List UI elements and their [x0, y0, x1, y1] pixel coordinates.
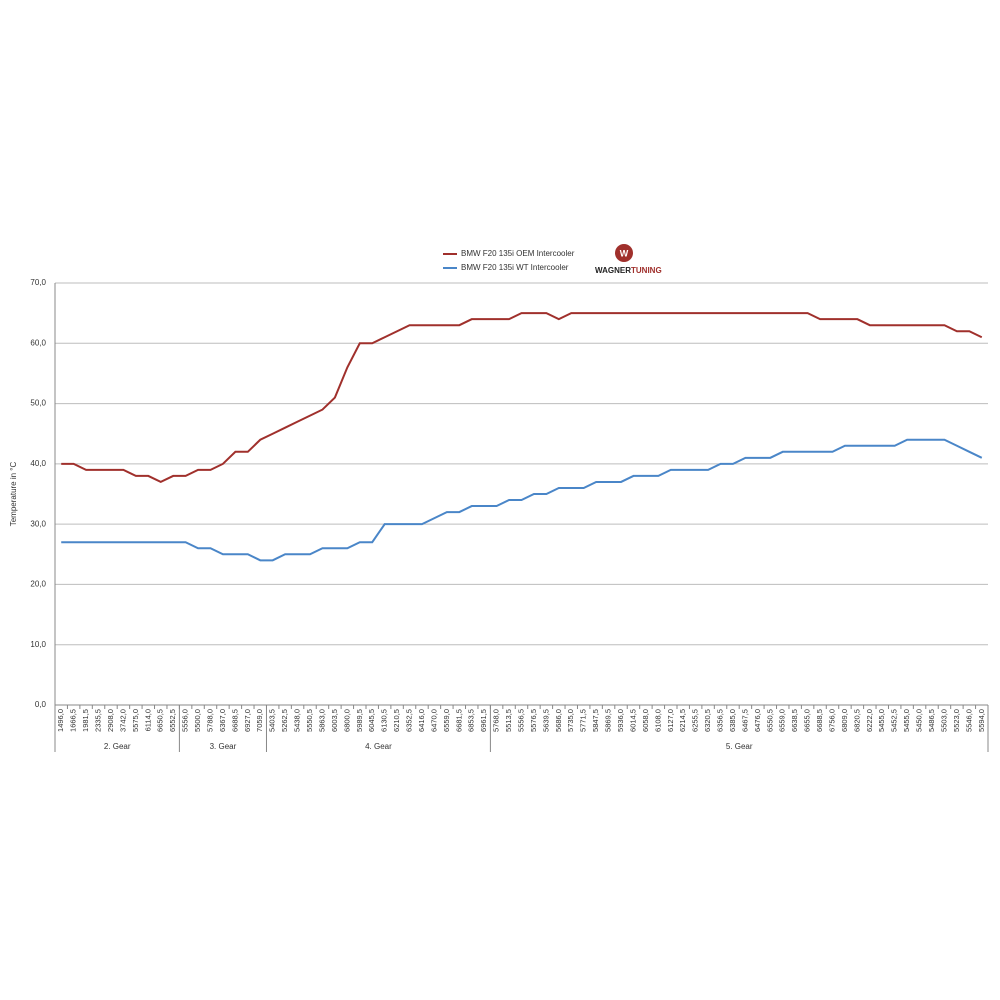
x-tick-label: 6559,0: [778, 709, 787, 732]
gear-label: 4. Gear: [365, 742, 392, 751]
x-tick-label: 6853,5: [467, 709, 476, 732]
x-tick-label: 6045,5: [367, 709, 376, 732]
x-tick-label: 5771,5: [579, 709, 588, 732]
x-tick-label: 6130,5: [380, 709, 389, 732]
y-tick-label: 30,0: [30, 519, 46, 528]
x-tick-label: 2908,0: [106, 709, 115, 732]
x-tick-label: 5452,5: [890, 709, 899, 732]
x-tick-label: 6210,5: [392, 709, 401, 732]
x-tick-label: 6014,5: [628, 709, 637, 732]
x-tick-label: 6638,5: [790, 709, 799, 732]
x-tick-label: 5500,0: [193, 709, 202, 732]
x-tick-label: 6108,0: [653, 709, 662, 732]
x-tick-label: 6552,5: [168, 709, 177, 732]
x-tick-label: 6356,5: [716, 709, 725, 732]
x-tick-label: 5576,5: [529, 709, 538, 732]
x-tick-label: 5989,5: [355, 709, 364, 732]
x-tick-label: 6058,0: [641, 709, 650, 732]
logo-glyph: W: [620, 248, 629, 258]
x-tick-label: 5556,5: [516, 709, 525, 732]
y-tick-label: 20,0: [30, 580, 46, 589]
x-tick-label: 2335,5: [94, 709, 103, 732]
x-tick-label: 6352,5: [405, 709, 414, 732]
logo-mark: [615, 244, 633, 262]
x-tick-label: 5513,5: [504, 709, 513, 732]
x-tick-label: 5455,0: [877, 709, 886, 732]
y-tick-label: 60,0: [30, 338, 46, 347]
x-tick-label: 6820,5: [852, 709, 861, 732]
y-tick-label: 70,0: [30, 278, 46, 287]
x-tick-label: 5523,0: [952, 709, 961, 732]
x-tick-label: 6476,0: [753, 709, 762, 732]
y-axis-title: Temperature in °C: [9, 462, 18, 527]
x-tick-label: 1981,5: [81, 709, 90, 732]
x-tick-label: 6800,0: [342, 709, 351, 732]
x-tick-label: 6385,0: [728, 709, 737, 732]
x-tick-label: 6688,5: [815, 709, 824, 732]
x-tick-label: 6222,0: [865, 709, 874, 732]
x-tick-label: 5936,0: [616, 709, 625, 732]
x-tick-label: 5550,5: [305, 709, 314, 732]
x-tick-label: 5788,0: [205, 709, 214, 732]
x-tick-label: 6416,0: [417, 709, 426, 732]
x-tick-label: 5450,0: [915, 709, 924, 732]
x-tick-label: 7059,0: [255, 709, 264, 732]
legend-label: BMW F20 135i WT Intercooler: [461, 263, 569, 272]
x-tick-label: 6650,5: [156, 709, 165, 732]
x-tick-label: 6559,0: [442, 709, 451, 732]
gear-label: 3. Gear: [210, 742, 237, 751]
x-tick-label: 5869,5: [604, 709, 613, 732]
x-tick-label: 5438,0: [293, 709, 302, 732]
x-tick-label: 5262,5: [280, 709, 289, 732]
x-tick-label: 5486,5: [927, 709, 936, 732]
series-line: [61, 312, 983, 484]
x-tick-label: 1496,0: [56, 709, 65, 732]
y-tick-label: 10,0: [30, 640, 46, 649]
x-tick-label: 5686,0: [554, 709, 563, 732]
logo-text: WAGNERTUNING: [595, 266, 662, 275]
y-tick-label: 40,0: [30, 459, 46, 468]
x-tick-label: 6467,5: [740, 709, 749, 732]
x-tick-label: 5594,0: [977, 709, 986, 732]
x-tick-label: 6470,0: [429, 709, 438, 732]
x-tick-label: 5639,5: [541, 709, 550, 732]
x-tick-label: 6127,0: [666, 709, 675, 732]
legend-label: BMW F20 135i OEM Intercooler: [461, 249, 575, 258]
x-tick-label: 5455,0: [902, 709, 911, 732]
x-tick-label: 5503,0: [939, 709, 948, 732]
x-tick-label: 6114,0: [143, 709, 152, 731]
x-tick-label: 3742,0: [118, 709, 127, 732]
x-tick-label: 5768,0: [492, 709, 501, 732]
x-tick-label: 6927,0: [243, 709, 252, 732]
x-tick-label: 5546,0: [964, 709, 973, 732]
x-tick-label: 5863,0: [317, 709, 326, 732]
logo-part: WAGNER: [595, 266, 631, 275]
x-tick-label: 6003,5: [330, 709, 339, 732]
x-tick-label: 6655,0: [803, 709, 812, 732]
x-tick-label: 1666,5: [69, 709, 78, 732]
x-tick-label: 5735,0: [566, 709, 575, 732]
x-tick-label: 6550,5: [765, 709, 774, 732]
x-tick-label: 6255,5: [691, 709, 700, 732]
logo: W WAGNERTUNING: [595, 244, 662, 275]
x-tick-label: 6320,5: [703, 709, 712, 732]
logo-part: TUNING: [631, 266, 662, 275]
series-line: [61, 438, 983, 562]
gear-label: 5. Gear: [726, 742, 753, 751]
x-tick-label: 5556,0: [181, 709, 190, 732]
x-tick-label: 5403,5: [268, 709, 277, 732]
x-tick-label: 5575,0: [131, 709, 140, 732]
x-tick-label: 6681,5: [454, 709, 463, 732]
x-tick-label: 6809,0: [840, 709, 849, 732]
gear-label: 2. Gear: [104, 742, 131, 751]
x-tick-label: 6367,0: [218, 709, 227, 732]
x-tick-label: 6961,5: [479, 709, 488, 732]
x-tick-label: 5847,5: [591, 709, 600, 732]
y-tick-label: 0,0: [35, 700, 47, 709]
y-tick-label: 50,0: [30, 399, 46, 408]
x-tick-label: 6214,5: [678, 709, 687, 732]
x-tick-label: 6688,5: [230, 709, 239, 732]
x-tick-label: 6756,0: [827, 709, 836, 732]
